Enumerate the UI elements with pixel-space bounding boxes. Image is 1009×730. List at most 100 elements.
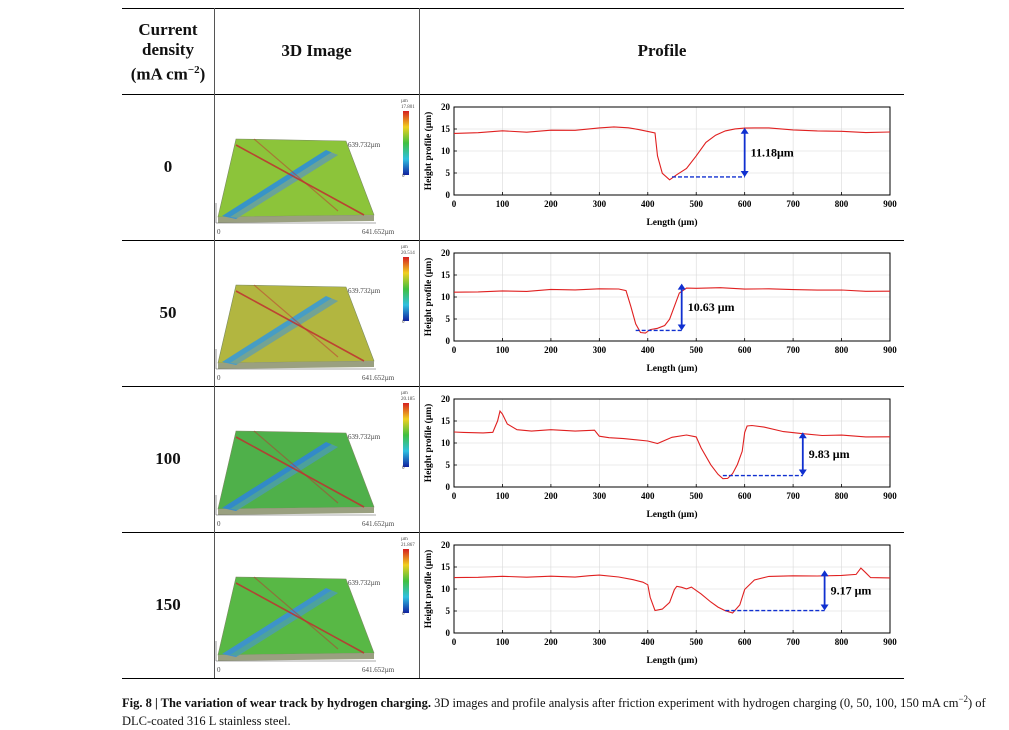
- y-tick-label: 5: [446, 314, 451, 324]
- wear-track-edge: [230, 590, 338, 656]
- y-tick-label: 5: [446, 606, 451, 616]
- x-tick-label: 800: [835, 345, 849, 355]
- section-line: [253, 576, 339, 650]
- color-scale-min: 0: [402, 612, 405, 617]
- x-tick-label: 800: [835, 491, 849, 501]
- unit-close: ): [199, 64, 206, 84]
- header-current-density: Current density (mA cm−2): [122, 20, 214, 85]
- y-tick-label: 10: [441, 438, 451, 448]
- column-divider: [419, 8, 420, 678]
- y-tick-label: 10: [441, 584, 451, 594]
- section-line: [235, 582, 365, 654]
- color-scale-max: 20.185: [401, 397, 415, 402]
- x-tick-label: 200: [544, 199, 558, 209]
- y-tick-label: 0: [446, 628, 451, 638]
- row-divider: [122, 240, 904, 241]
- x-tick-label: 600: [738, 637, 752, 647]
- x-tick-label: 100: [496, 199, 510, 209]
- profile-chart: 0 100 200 300 400 500 600 700 800 900 0 5 10 15 20 Leng…: [423, 102, 897, 228]
- header-current-density-line1: Current: [138, 20, 198, 39]
- caption-superscript: −2: [958, 694, 969, 704]
- depth-label: 10.63 μm: [688, 300, 735, 314]
- depth-label: 9.83 μm: [809, 447, 850, 461]
- x-tick-label: 900: [883, 199, 897, 209]
- color-scale-bar: [403, 257, 409, 321]
- density-value: 100: [155, 449, 181, 468]
- table-bottom-rule: [122, 678, 904, 679]
- x-tick-label: 300: [593, 637, 607, 647]
- profile-line: [453, 287, 891, 334]
- y-tick-label: 15: [441, 270, 451, 280]
- profile-line: [453, 126, 891, 181]
- x-tick-label: 700: [786, 637, 800, 647]
- y-axis-title: Height profile (μm): [423, 112, 434, 191]
- x-tick-label: 800: [835, 637, 849, 647]
- x-extent-label: 641.652µm: [362, 666, 395, 674]
- x-tick-label: 500: [689, 491, 703, 501]
- surface-edge: [218, 361, 374, 369]
- color-scale-min: 0: [402, 174, 405, 179]
- row-divider: [122, 386, 904, 387]
- density-value: 50: [159, 303, 177, 322]
- section-line: [253, 138, 339, 212]
- color-scale-unit: µm: [401, 391, 408, 396]
- profile-line: [453, 567, 891, 614]
- section-line: [253, 284, 339, 358]
- color-scale-min: 0: [402, 466, 405, 471]
- x-tick-label: 100: [496, 637, 510, 647]
- y-extent-label: 639.732µm: [348, 433, 381, 441]
- profile-chart: 0 100 200 300 400 500 600 700 800 900 0 5 10 15 20 Leng…: [423, 394, 897, 520]
- x-tick-label: 200: [544, 345, 558, 355]
- x-tick-label: 0: [452, 637, 457, 647]
- wear-track-edge: [230, 298, 338, 364]
- x-axis-title: Length (μm): [646, 509, 697, 520]
- y-axis-title: Height profile (μm): [423, 550, 434, 629]
- y-tick-label: 0: [446, 482, 451, 492]
- y-axis-title: Height profile (μm): [423, 404, 434, 483]
- y-extent-label: 639.732µm: [348, 287, 381, 295]
- y-tick-label: 5: [446, 168, 451, 178]
- x-tick-label: 700: [786, 491, 800, 501]
- surface-edge: [218, 653, 374, 661]
- wear-track: [222, 150, 338, 219]
- density-value: 150: [155, 595, 181, 614]
- color-scale-bar: [403, 549, 409, 613]
- row-divider: [122, 532, 904, 533]
- x-tick-label: 0: [452, 345, 457, 355]
- x-tick-label: 700: [786, 199, 800, 209]
- wear-track: [222, 588, 338, 657]
- x-tick-label: 500: [689, 199, 703, 209]
- x-tick-label: 400: [641, 199, 655, 209]
- header-current-density-unit: (mA cm−2): [122, 60, 214, 85]
- wear-track-edge: [230, 152, 338, 218]
- x-tick-label: 600: [738, 345, 752, 355]
- origin-label: 0: [217, 228, 221, 236]
- origin-label: 0: [217, 666, 221, 674]
- depth-arrow-head: [798, 469, 807, 476]
- origin-label: 0: [217, 520, 221, 528]
- x-tick-label: 200: [544, 491, 558, 501]
- header-profile: Profile: [637, 41, 687, 60]
- profile-chart: 0 100 200 300 400 500 600 700 800 900 0 5 10 15 20 Leng…: [423, 248, 897, 374]
- y-tick-label: 15: [441, 124, 451, 134]
- x-tick-label: 400: [641, 637, 655, 647]
- header-current-density-line2: density: [142, 40, 194, 59]
- section-line: [235, 436, 365, 508]
- depth-arrow-head: [677, 324, 686, 331]
- depth-label: 9.17 μm: [831, 583, 872, 597]
- x-axis-title: Length (μm): [646, 217, 697, 228]
- header-3d-image: 3D Image: [281, 41, 352, 60]
- x-tick-label: 900: [883, 345, 897, 355]
- y-extent-label: 639.732µm: [348, 579, 381, 587]
- depth-label: 11.18μm: [751, 145, 794, 159]
- x-tick-label: 600: [738, 491, 752, 501]
- y-extent-label: 639.732µm: [348, 141, 381, 149]
- wear-track: [222, 296, 338, 365]
- x-tick-label: 600: [738, 199, 752, 209]
- x-axis-title: Length (μm): [646, 655, 697, 666]
- color-scale-max: 20.514: [401, 251, 415, 256]
- surface-edge: [218, 215, 374, 223]
- profile-chart: 0 100 200 300 400 500 600 700 800 900 0 5 10 15 20 Leng…: [423, 540, 897, 666]
